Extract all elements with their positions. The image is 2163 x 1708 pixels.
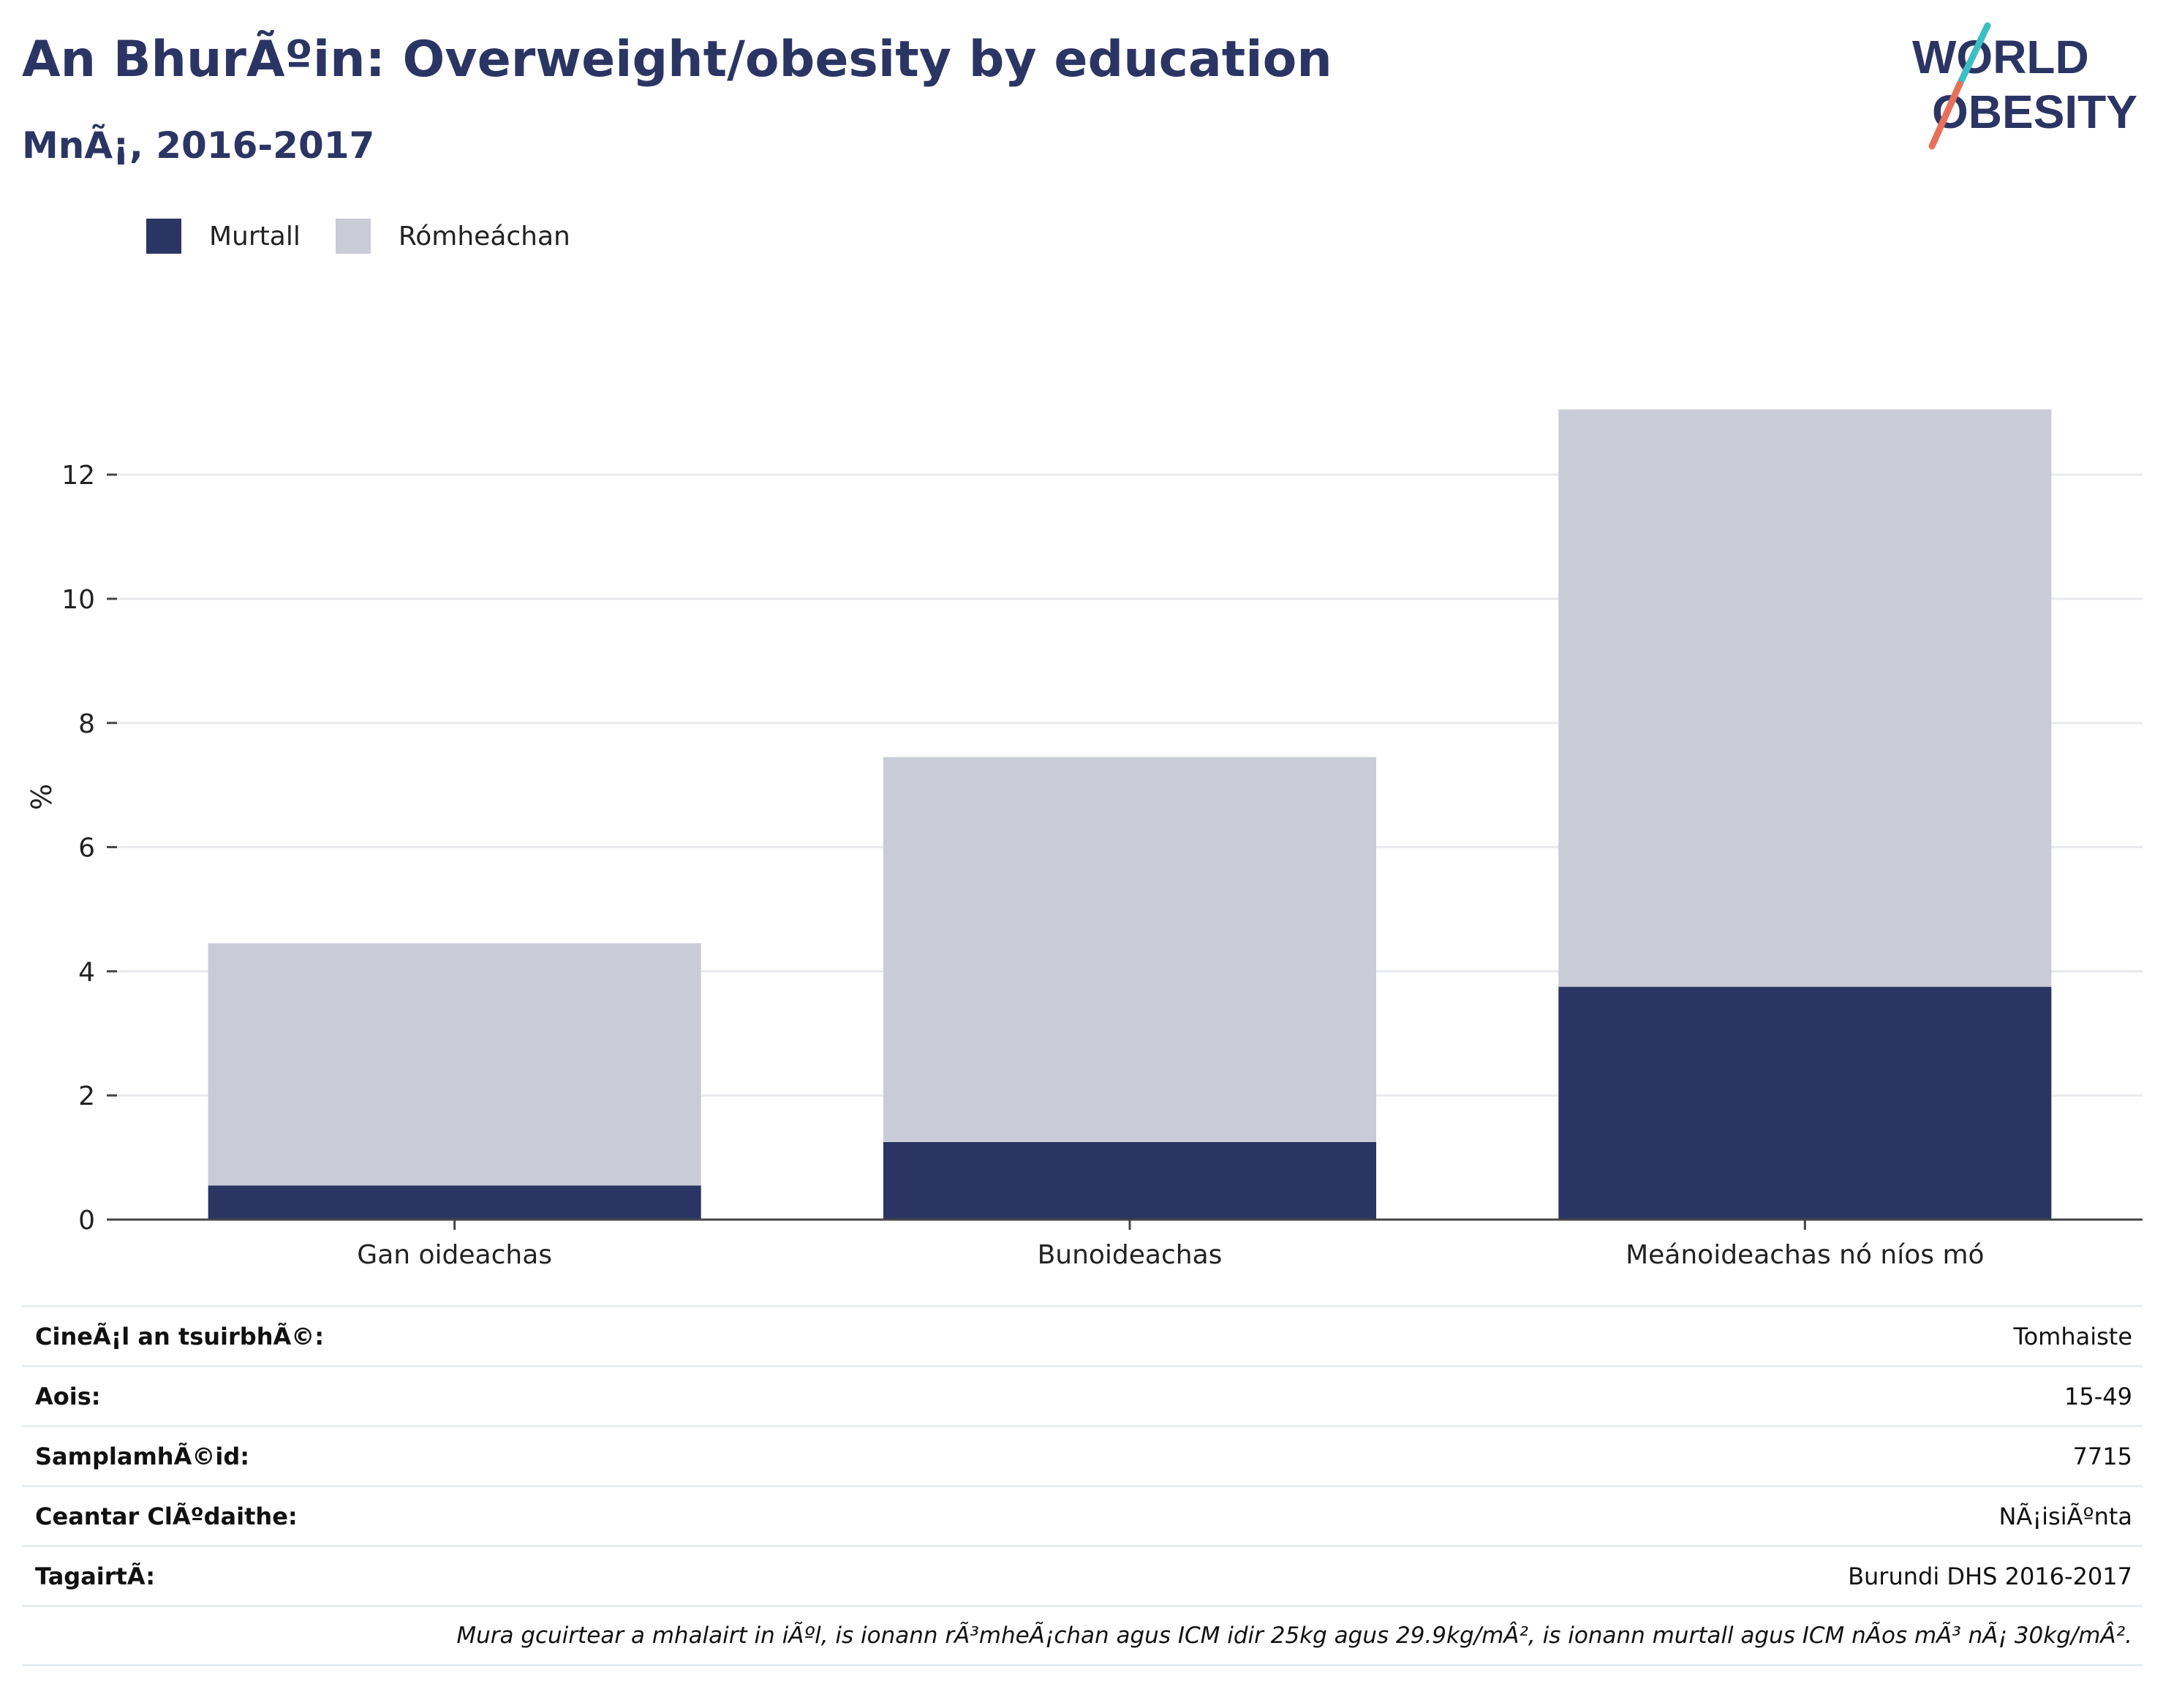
info-note: Mura gcuirtear a mhalairt in iÃºl, is io… [22, 1605, 2143, 1666]
logo-line2: OBESITY [1932, 86, 2137, 138]
info-value-survey-type: Tomhaiste [2013, 1322, 2132, 1350]
legend-label-murtall: Murtall [209, 221, 301, 252]
x-tick-label: Meánoideachas nó níos mó [1626, 1240, 1984, 1270]
info-row: Aois: 15-49 [22, 1365, 2143, 1425]
info-value-area-covered: NÃ¡isiÃºnta [1998, 1502, 2132, 1530]
legend: Murtall Rómheáchan [146, 218, 605, 254]
info-value-age: 15-49 [2064, 1382, 2132, 1410]
info-note-text: Mura gcuirtear a mhalairt in iÃºl, is io… [456, 1622, 2132, 1649]
info-row: SamplamhÃ©id: 7715 [22, 1425, 2143, 1485]
x-tick-label: Gan oideachas [357, 1240, 552, 1270]
info-value-reference: Burundi DHS 2016-2017 [1848, 1562, 2132, 1590]
bar-murtall-0[interactable] [208, 1185, 701, 1220]
bar-romheachan-2[interactable] [1558, 409, 2052, 987]
info-label-area-covered: Ceantar ClÃºdaithe: [35, 1502, 298, 1530]
info-label-reference: TagairtÃ: [35, 1562, 155, 1590]
bar-chart: 0 2 4 6 8 10 12 Gan oideachas Bunoideachas Meáno… [26, 409, 2143, 1270]
logo-slash-bottom [1928, 80, 1963, 150]
info-label-age: Aois: [35, 1382, 101, 1410]
logo-slash-top [1956, 22, 1991, 88]
y-tick-label: 2 [78, 1081, 95, 1111]
bar-romheachan-0[interactable] [208, 943, 701, 1186]
legend-item-romheachan[interactable]: Rómheáchan [335, 219, 570, 254]
chart-subtitle: MnÃ¡, 2016-2017 [22, 124, 375, 167]
info-table: CineÃ¡l an tsuirbhÃ©: Tomhaiste Aois: 15… [22, 1305, 2143, 1666]
bar-romheachan-1[interactable] [883, 757, 1377, 1142]
info-row: CineÃ¡l an tsuirbhÃ©: Tomhaiste [22, 1305, 2143, 1365]
x-axis-ticks: Gan oideachas Bunoideachas Meánoideachas n… [357, 1220, 1985, 1270]
y-tick-label: 4 [78, 957, 95, 987]
legend-item-murtall[interactable]: Murtall [146, 219, 301, 254]
info-value-sample-size: 7715 [2072, 1442, 2132, 1470]
bar-murtall-2[interactable] [1558, 986, 2052, 1220]
legend-label-romheachan: Rómheáchan [398, 221, 570, 252]
info-label-sample-size: SamplamhÃ©id: [35, 1442, 250, 1470]
info-label-survey-type: CineÃ¡l an tsuirbhÃ©: [35, 1322, 325, 1350]
chart-title: An BhurÃºin: Overweight/obesity by educa… [22, 31, 1332, 88]
y-tick-label: 0 [78, 1206, 95, 1236]
y-axis-label: % [26, 784, 58, 810]
legend-swatch-murtall [146, 219, 181, 254]
world-obesity-logo: WORLD OBESITY [1912, 22, 2137, 150]
logo-line1: WORLD [1912, 31, 2089, 83]
y-tick-label: 12 [61, 461, 95, 491]
y-tick-label: 8 [78, 709, 95, 739]
info-row: TagairtÃ: Burundi DHS 2016-2017 [22, 1545, 2143, 1605]
bar-murtall-1[interactable] [883, 1141, 1377, 1220]
y-tick-label: 6 [78, 834, 95, 864]
y-axis-ticks: 0 2 4 6 8 10 12 [61, 461, 117, 1236]
bars [208, 409, 2052, 1220]
info-row: Ceantar ClÃºdaithe: NÃ¡isiÃºnta [22, 1485, 2143, 1545]
legend-swatch-romheachan [335, 219, 371, 254]
x-tick-label: Bunoideachas [1038, 1240, 1223, 1270]
y-tick-label: 10 [61, 585, 95, 615]
